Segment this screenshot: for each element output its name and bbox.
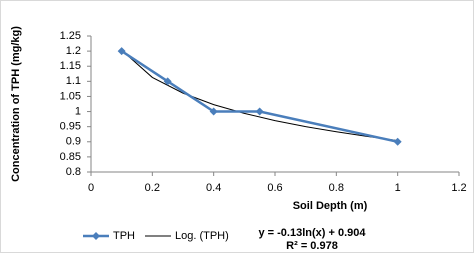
y-tick-label: 0.85 xyxy=(60,151,81,163)
point-marker xyxy=(209,107,218,116)
trend-equation: y = -0.13ln(x) + 0.904 xyxy=(258,227,366,239)
x-tick-label: 1.2 xyxy=(451,182,466,194)
x-tick-label: 0.6 xyxy=(267,182,282,194)
point-marker xyxy=(393,137,402,146)
x-tick-label: 0.4 xyxy=(206,182,221,194)
x-tick-label: 0.2 xyxy=(145,182,160,194)
y-tick-label: 1 xyxy=(75,105,81,117)
y-tick-label: 1.2 xyxy=(66,45,81,57)
x-tick-label: 0.8 xyxy=(329,182,344,194)
point-marker xyxy=(117,47,126,56)
y-tick-label: 0.95 xyxy=(60,121,81,133)
y-tick-label: 1.05 xyxy=(60,90,81,102)
r-squared: R² = 0.978 xyxy=(286,240,338,252)
y-tick-label: 0.9 xyxy=(66,136,81,148)
x-tick-label: 1 xyxy=(395,182,401,194)
y-tick-label: 1.25 xyxy=(60,30,81,42)
legend-marker xyxy=(92,232,100,240)
y-tick-label: 0.8 xyxy=(66,166,81,178)
y-tick-label: 1.15 xyxy=(60,60,81,72)
legend-label: TPH xyxy=(113,230,135,242)
legend-label: Log. (TPH) xyxy=(175,230,229,242)
point-marker xyxy=(255,107,264,116)
y-tick-label: 1.1 xyxy=(66,75,81,87)
x-axis-title: Soil Depth (m) xyxy=(293,200,368,212)
point-marker xyxy=(163,77,172,86)
x-tick-label: 0 xyxy=(88,182,94,194)
y-axis-title: Concentration of TPH (mg/kg) xyxy=(10,26,22,182)
